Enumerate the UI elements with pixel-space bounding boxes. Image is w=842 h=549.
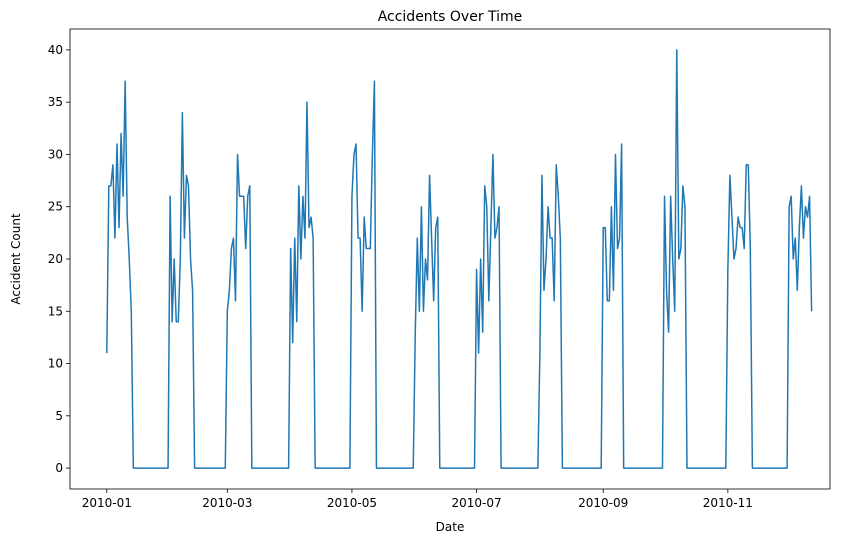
y-tick-label: 30: [48, 147, 63, 161]
x-tick-label: 2010-05: [327, 496, 377, 510]
y-tick-label: 5: [55, 409, 63, 423]
x-tick-label: 2010-07: [451, 496, 501, 510]
y-tick-label: 35: [48, 95, 63, 109]
y-tick-label: 25: [48, 200, 63, 214]
x-tick-label: 2010-01: [82, 496, 132, 510]
x-tick-label: 2010-09: [578, 496, 628, 510]
x-tick-label: 2010-11: [703, 496, 753, 510]
y-tick-label: 10: [48, 357, 63, 371]
x-tick-label: 2010-03: [202, 496, 252, 510]
y-tick-label: 15: [48, 304, 63, 318]
y-tick-label: 20: [48, 252, 63, 266]
chart-title: Accidents Over Time: [378, 9, 523, 25]
x-axis: 2010-01 2010-03 2010-05 2010-07 2010-09 2010-…: [82, 489, 753, 510]
y-axis-label: Accident Count: [9, 213, 23, 305]
y-tick-label: 0: [55, 461, 63, 475]
y-tick-label: 40: [48, 43, 63, 57]
x-axis-label: Date: [436, 520, 465, 534]
y-axis: 0 5 10 15 20 25 30 35 40: [48, 43, 70, 475]
plot-frame: [69, 28, 831, 490]
series-line: [106, 49, 813, 469]
